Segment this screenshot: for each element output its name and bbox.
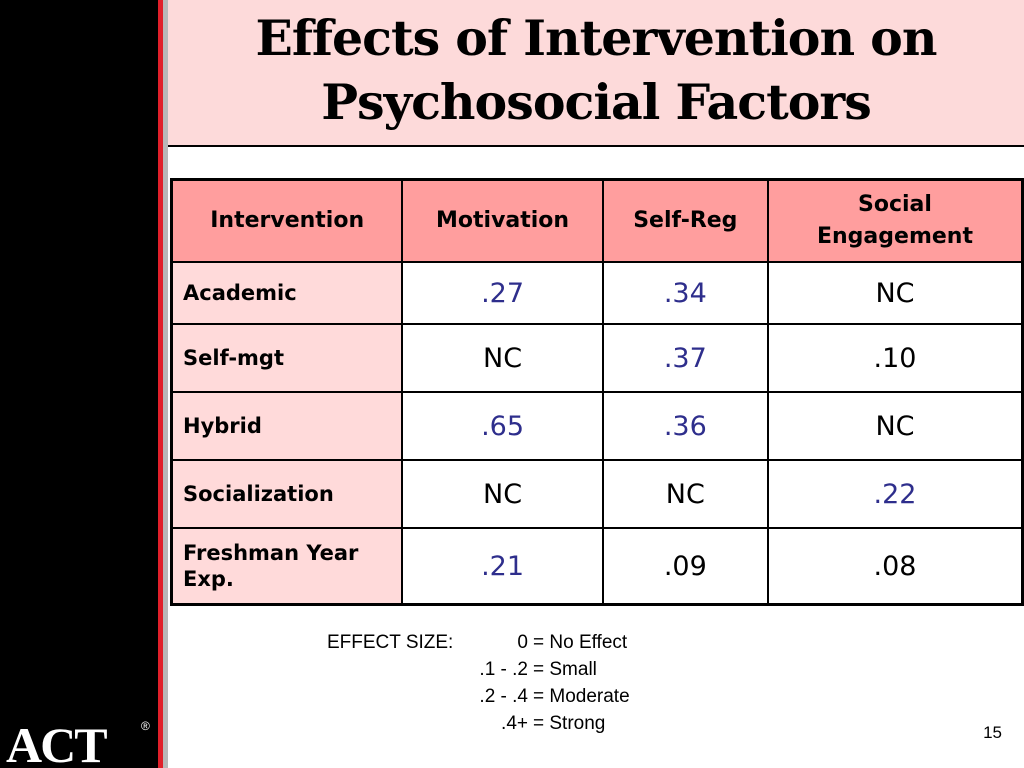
table-row: Self-mgt NC .37 .10 (170, 323, 1024, 393)
cell-hybrid-social-engagement: NC (766, 391, 1024, 461)
cell-socialization-self-reg: NC (601, 459, 769, 529)
legend-row: .1 - .2 = Small (300, 656, 650, 683)
cell-freshman-social-engagement: .08 (766, 527, 1024, 606)
title-line-2: Psychosocial Factors (321, 73, 872, 131)
cell-self-mgt-motivation: NC (401, 323, 604, 393)
logo-text: ACT (6, 717, 107, 768)
legend-desc: = Moderate (533, 686, 630, 707)
cell-academic-self-reg: .34 (601, 261, 769, 325)
legend-range: .2 - .4 (479, 686, 528, 707)
effects-table-container: Intervention Motivation Self-Reg Social … (170, 178, 1024, 606)
legend-range: 0 (517, 632, 528, 653)
cell-hybrid-motivation: .65 (401, 391, 604, 461)
cell-academic-motivation: .27 (401, 261, 604, 325)
row-label-freshman-year-exp: Freshman Year Exp. (170, 527, 404, 606)
cell-self-mgt-self-reg: .37 (601, 323, 769, 393)
cell-socialization-motivation: NC (401, 459, 604, 529)
table-row: Hybrid .65 .36 NC (170, 391, 1024, 461)
gray-accent-stripe (163, 0, 168, 768)
table-header-row: Intervention Motivation Self-Reg Social … (170, 178, 1024, 263)
page-number: 15 (983, 723, 1002, 742)
cell-socialization-social-engagement: .22 (766, 459, 1024, 529)
table-row: Academic .27 .34 NC (170, 261, 1024, 325)
row-label-academic: Academic (170, 261, 404, 325)
row-label-socialization: Socialization (170, 459, 404, 529)
logo-registered-mark: ® (141, 719, 150, 733)
act-logo: ACT ® (6, 717, 150, 768)
legend-row: .2 - .4 = Moderate (300, 683, 650, 710)
header-self-reg: Self-Reg (601, 178, 769, 263)
effect-size-legend: EFFECT SIZE: 0 = No Effect .1 - .2 = Sma… (300, 629, 650, 737)
title-band (168, 0, 1024, 147)
legend-range: .4+ (501, 713, 528, 734)
legend-desc: = Strong (533, 713, 606, 734)
header-social-engagement: Social Engagement (766, 178, 1024, 263)
header-motivation: Motivation (401, 178, 604, 263)
cell-freshman-self-reg: .09 (601, 527, 769, 606)
row-label-self-mgt: Self-mgt (170, 323, 404, 393)
legend-heading: EFFECT SIZE: (327, 632, 454, 653)
table-row: Freshman Year Exp. .21 .09 .08 (170, 527, 1024, 606)
slide-title: Effects of Intervention on Psychosocial … (168, 6, 1024, 134)
legend-row: EFFECT SIZE: 0 = No Effect (300, 629, 650, 656)
effects-table: Intervention Motivation Self-Reg Social … (170, 178, 1024, 606)
title-line-1: Effects of Intervention on (255, 9, 938, 67)
legend-row: .4+ = Strong (300, 710, 650, 737)
row-label-hybrid: Hybrid (170, 391, 404, 461)
legend-range: .1 - .2 (479, 659, 528, 680)
red-accent-stripe (158, 0, 163, 768)
left-sidebar-band (0, 0, 158, 768)
legend-desc: = No Effect (533, 632, 628, 653)
legend-desc: = Small (533, 659, 597, 680)
table-row: Socialization NC NC .22 (170, 459, 1024, 529)
cell-freshman-motivation: .21 (401, 527, 604, 606)
cell-self-mgt-social-engagement: .10 (766, 323, 1024, 393)
header-intervention: Intervention (170, 178, 404, 263)
cell-academic-social-engagement: NC (766, 261, 1024, 325)
cell-hybrid-self-reg: .36 (601, 391, 769, 461)
